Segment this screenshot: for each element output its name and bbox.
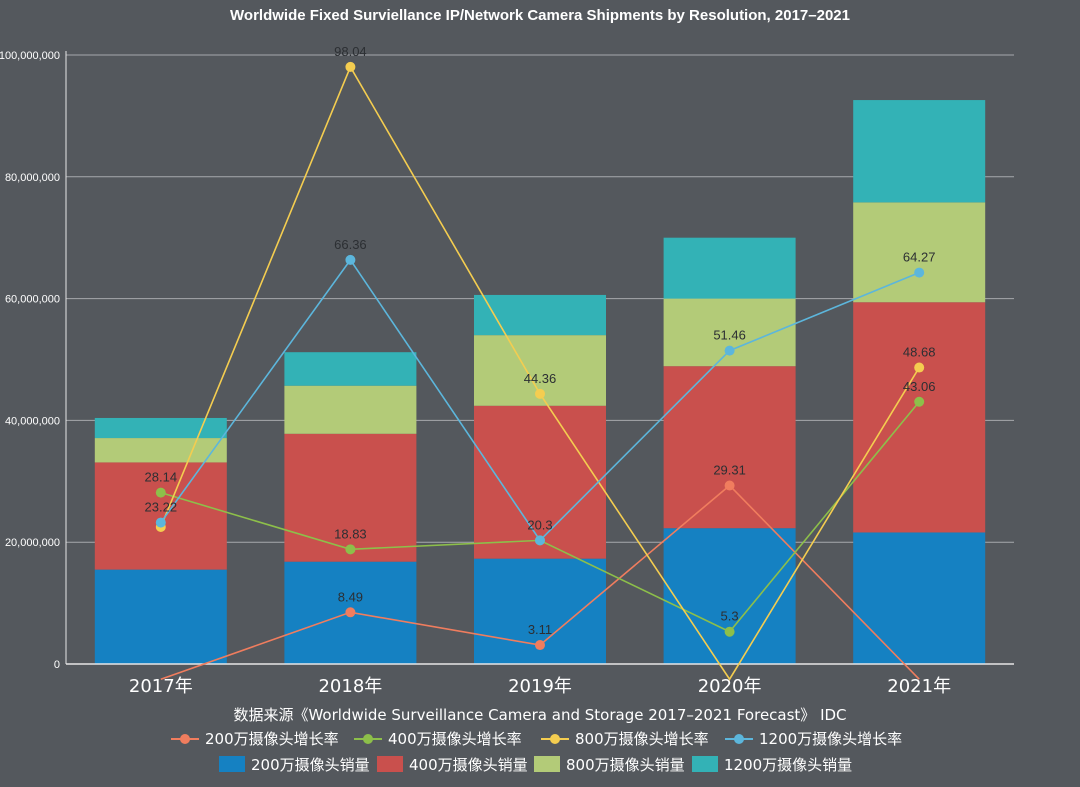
bar-segment-4 [94,417,227,439]
bar-segment-2 [474,405,606,559]
bars [94,100,986,664]
growth-lines [155,61,925,681]
legend-item-bar-3[interactable]: 800万摄像头销量 [534,756,685,774]
legend-item-line-1[interactable]: 200万摄像头增长率 [171,730,339,748]
growth-point [535,640,545,651]
y-tick-label: 0 [54,659,60,671]
axes: 0 20,000,000 40,000,000 60,000,000 80,000,00… [0,50,1014,697]
growth-point [535,388,545,399]
growth-data-label: 5.3 [721,609,739,624]
chart-title: Worldwide Fixed Surviellance IP/Network … [230,7,850,24]
y-tick-label: 40,000,000 [5,415,60,427]
bar-segment-3 [284,385,417,434]
bar-segment-2 [284,433,417,562]
bar-segment-2 [853,302,986,533]
growth-point [345,61,356,72]
growth-data-label: 44.36 [524,371,557,386]
bar-segment-2 [663,366,796,529]
legend-point-swatch [734,734,744,744]
legend-label: 200万摄像头增长率 [205,730,339,748]
bar-segment-1 [853,532,986,664]
bar-segment-4 [853,100,986,203]
bar-segment-4 [284,352,417,386]
growth-data-label: 98.04 [334,44,367,59]
legend-point-swatch [180,734,190,744]
legend-item-line-3[interactable]: 800万摄像头增长率 [541,730,709,748]
growth-data-label: 64.27 [903,250,936,265]
legend-label: 1200万摄像头增长率 [759,730,902,748]
y-tick-label: 100,000,000 [0,50,60,62]
legend-label: 400万摄像头增长率 [388,730,522,748]
legend-item-bar-2[interactable]: 400万摄像头销量 [377,756,528,774]
growth-data-label: 8.49 [338,589,363,604]
growth-point [155,517,166,528]
growth-point [724,480,735,491]
bar-segment-3 [853,202,986,303]
legend-bar-swatch [219,756,245,772]
data-labels: 8.49 3.11 29.31 28.14 18.83 20.3 5.3 43.06 98.04… [145,44,936,637]
growth-point [535,535,545,546]
growth-point [345,254,356,265]
bar-segment-4 [663,237,796,299]
legend-label: 200万摄像头销量 [251,756,370,774]
legend-item-line-4[interactable]: 1200万摄像头增长率 [725,730,902,748]
legend-point-swatch [363,734,373,744]
growth-point [724,626,735,637]
x-tick-label: 2019年 [508,676,572,697]
x-tick-label: 2021年 [887,676,951,697]
legend-item-line-2[interactable]: 400万摄像头增长率 [354,730,522,748]
source-note: 数据来源《Worldwide Surveillance Camera and S… [233,706,846,724]
x-tick-label: 2020年 [698,676,762,697]
x-tick-label: 2017年 [129,676,193,697]
legend-item-bar-4[interactable]: 1200万摄像头销量 [692,756,852,774]
x-tick-label: 2018年 [318,676,382,697]
growth-data-label: 48.68 [903,345,936,360]
growth-data-label: 20.3 [527,517,552,532]
growth-point [914,362,925,373]
growth-point [914,396,925,407]
bar-segment-2 [94,462,227,570]
growth-data-label: 3.11 [528,622,552,637]
legend-bar-swatch [692,756,718,772]
legend-label: 800万摄像头增长率 [575,730,709,748]
growth-point [345,544,356,555]
bar-segment-4 [474,294,606,336]
bar-segment-1 [94,569,227,664]
growth-data-label: 43.06 [903,379,936,394]
y-tick-label: 60,000,000 [5,294,60,306]
legend: 200万摄像头增长率 400万摄像头增长率 800万摄像头增长率 1200万摄像头增长… [171,730,902,774]
bar-segment-1 [663,528,796,664]
legend-point-swatch [550,734,560,744]
growth-data-label: 66.36 [334,237,367,252]
growth-point [345,607,356,618]
bar-segment-3 [94,438,227,463]
legend-bar-swatch [377,756,403,772]
growth-point [914,267,925,278]
growth-data-label: 23.22 [145,500,178,515]
growth-data-label: 18.83 [334,526,367,541]
legend-label: 1200万摄像头销量 [724,756,852,774]
legend-label: 400万摄像头销量 [409,756,528,774]
growth-data-label: 29.31 [713,463,746,478]
growth-data-label: 28.14 [145,470,178,485]
growth-point [155,487,166,498]
y-tick-label: 80,000,000 [5,172,60,184]
legend-item-bar-1[interactable]: 200万摄像头销量 [219,756,370,774]
legend-bar-swatch [534,756,560,772]
growth-point [724,345,735,356]
growth-data-label: 51.46 [713,328,746,343]
y-tick-label: 20,000,000 [5,537,60,549]
legend-label: 800万摄像头销量 [566,756,685,774]
